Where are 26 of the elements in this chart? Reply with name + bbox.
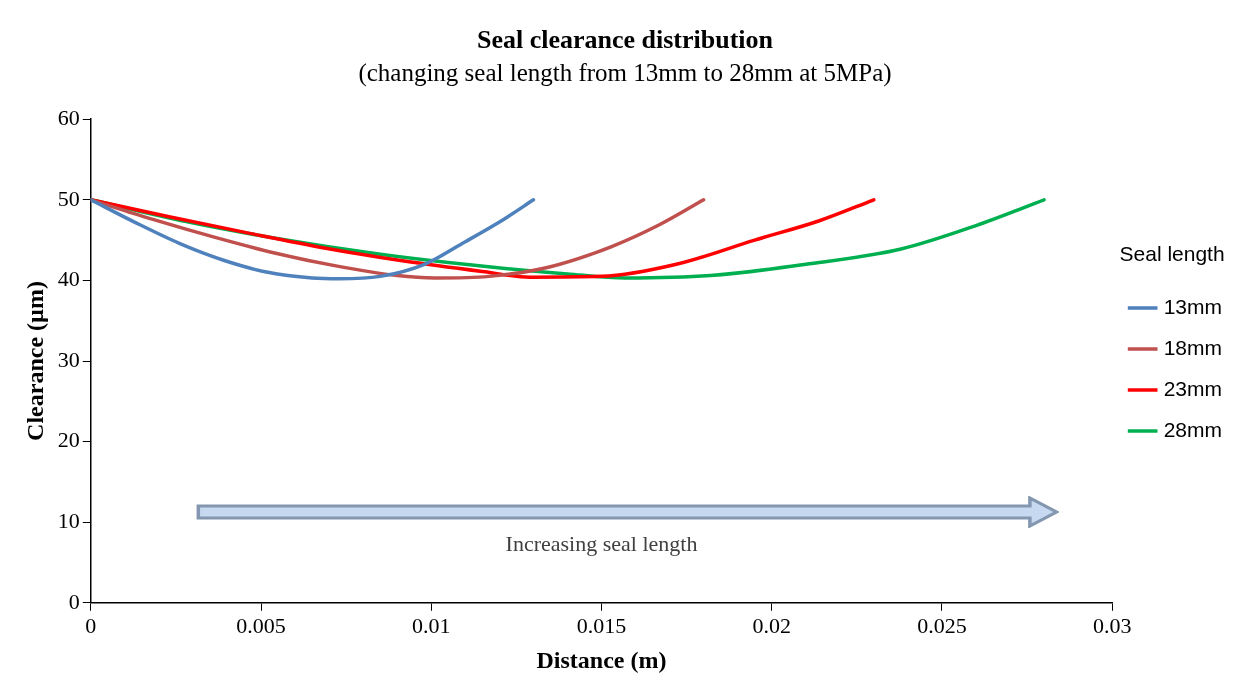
legend-label: 13mm	[1163, 294, 1223, 318]
y-tick-label: 20	[57, 427, 80, 453]
chart-subtitle: (changing seal length from 13mm to 28mm at 5MPa)	[358, 58, 892, 87]
x-tick-label: 0.005	[236, 612, 286, 638]
x-tick-label: 0.01	[412, 612, 451, 638]
x-tick-label: 0.02	[752, 612, 791, 638]
x-tick-label: 0.03	[1092, 612, 1132, 638]
x-tick-label: 0.015	[576, 612, 627, 638]
legend-label: 23mm	[1163, 376, 1223, 400]
chart-title: Seal clearance distribution	[476, 25, 774, 55]
y-tick-label: 0	[68, 588, 80, 614]
y-tick-label: 30	[57, 346, 80, 372]
annotation: Increasing seal length	[505, 530, 698, 556]
y-tick-label: 10	[57, 507, 80, 533]
line-series	[90, 198, 536, 281]
x-axis-title: Distance (m)	[536, 646, 667, 673]
y-tick-label: 50	[57, 185, 80, 211]
y-tick-label: 40	[57, 266, 80, 292]
x-tick-label: 0	[85, 612, 97, 638]
legend-label: 28mm	[1163, 417, 1223, 441]
legend-label: 18mm	[1163, 335, 1223, 359]
y-axis-title: Clearance (µm)	[21, 281, 48, 441]
line-series	[90, 198, 706, 280]
x-tick-label: 0.025	[917, 612, 967, 638]
y-tick-label: 60	[57, 104, 80, 130]
legend-title: Seal length	[1119, 241, 1225, 265]
